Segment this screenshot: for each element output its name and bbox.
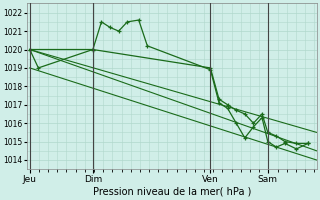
X-axis label: Pression niveau de la mer( hPa ): Pression niveau de la mer( hPa )	[92, 187, 251, 197]
